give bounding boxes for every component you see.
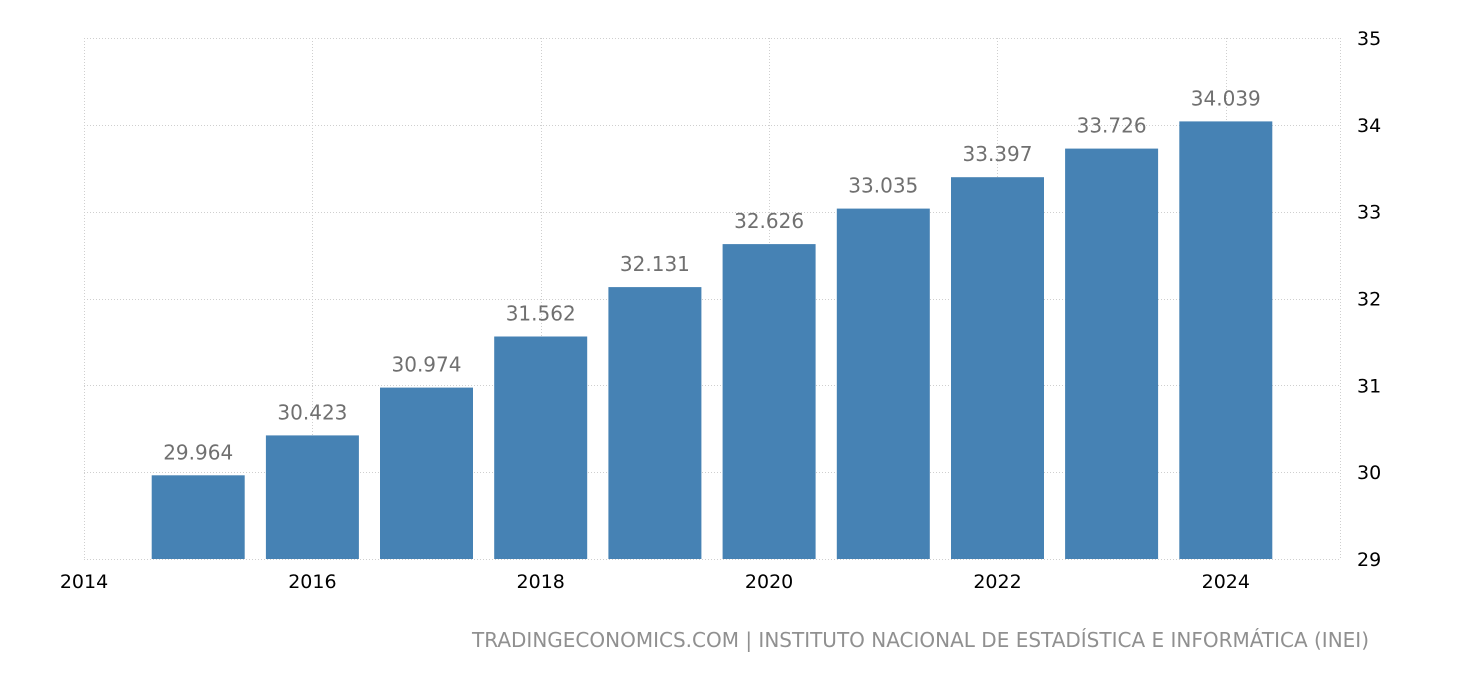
data-label-2023: 33.726	[1077, 114, 1147, 138]
x-tick-label: 2016	[288, 571, 336, 593]
y-tick-label: 34	[1357, 115, 1381, 137]
y-tick-label: 30	[1357, 462, 1381, 484]
bar-2022	[951, 177, 1044, 559]
bar-2019	[608, 287, 702, 559]
y-tick-label: 31	[1357, 375, 1381, 397]
source-credit: TRADINGECONOMICS.COM | INSTITUTO NACIONA…	[472, 628, 1369, 652]
data-label-2020: 32.626	[734, 209, 804, 233]
data-labels: 29.964 30.423 30.974 31.562 32.131 32.626 33.0…	[163, 86, 1261, 464]
data-label-2016: 30.423	[277, 400, 347, 424]
data-label-2015: 29.964	[163, 440, 233, 464]
data-label-2021: 33.035	[848, 174, 918, 198]
bar-2020	[722, 244, 816, 559]
grid	[84, 38, 1341, 560]
data-label-2017: 30.974	[392, 353, 462, 377]
x-axis-ticks: 2014 2016 2018 2020 2022 2024	[60, 571, 1250, 593]
bar-2021	[836, 208, 930, 559]
x-tick-label: 2020	[745, 571, 793, 593]
y-tick-label: 35	[1357, 28, 1381, 50]
data-label-2024: 34.039	[1191, 86, 1261, 110]
y-axis-ticks: 29 30 31 32 33 34 35	[1357, 28, 1381, 571]
bar-2016	[265, 435, 359, 559]
data-label-2018: 31.562	[506, 302, 576, 326]
data-label-2019: 32.131	[620, 252, 690, 276]
bars	[151, 121, 1273, 560]
y-tick-label: 32	[1357, 289, 1381, 311]
x-tick-label: 2018	[517, 571, 565, 593]
data-label-2022: 33.397	[963, 142, 1033, 166]
x-tick-label: 2024	[1202, 571, 1250, 593]
y-tick-label: 33	[1357, 202, 1381, 224]
x-tick-label: 2014	[60, 571, 108, 593]
bar-2017	[380, 387, 473, 559]
bar-2024	[1179, 121, 1273, 560]
x-tick-label: 2022	[973, 571, 1021, 593]
bar-2015	[151, 475, 245, 559]
y-tick-label: 29	[1357, 549, 1381, 571]
bar-2018	[494, 336, 588, 559]
bar-2023	[1065, 148, 1159, 559]
